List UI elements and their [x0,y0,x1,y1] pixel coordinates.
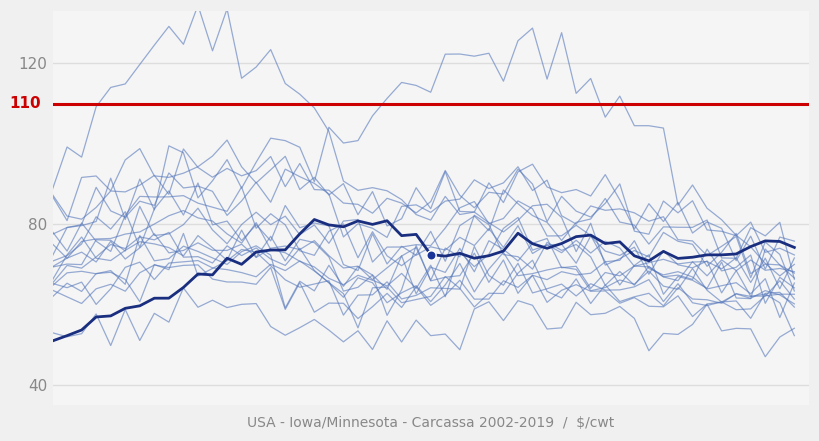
Point [423,251,437,258]
Text: 110: 110 [9,96,41,111]
X-axis label: USA - Iowa/Minnesota - Carcassa 2002-2019  /  $/cwt: USA - Iowa/Minnesota - Carcassa 2002-201… [247,416,613,430]
